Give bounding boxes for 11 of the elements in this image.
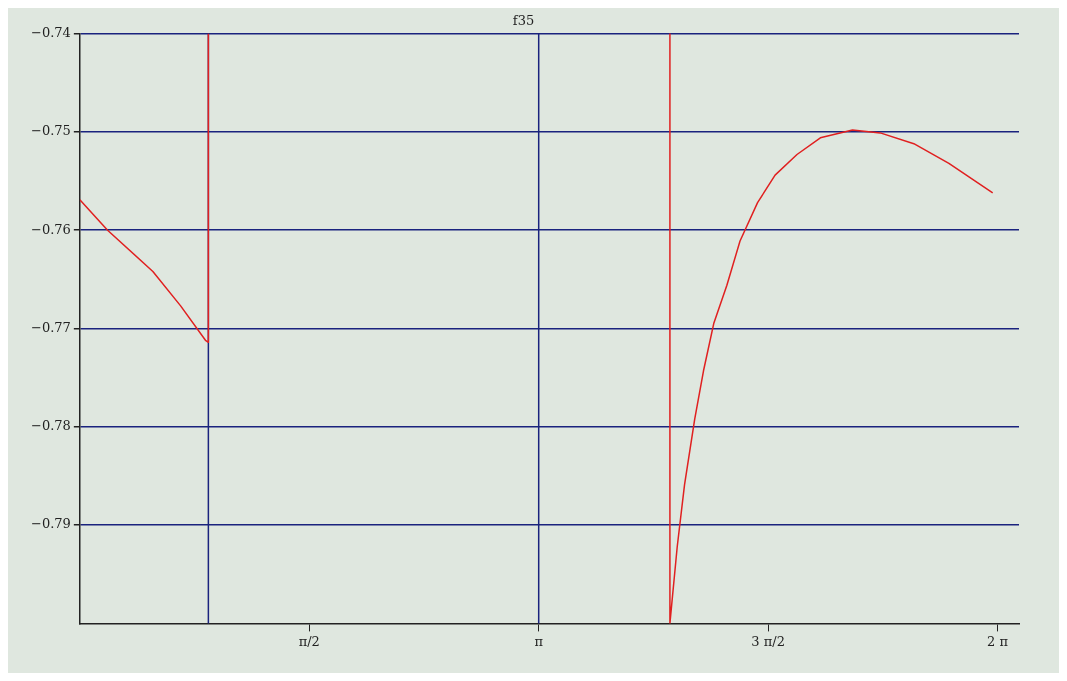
- y-tick-label: −0.75: [30, 123, 71, 139]
- y-tick-label: −0.74: [30, 24, 71, 40]
- x-tick-label: π: [534, 633, 544, 649]
- y-tick-label: −0.77: [30, 319, 71, 335]
- chart-title: f35: [512, 13, 535, 29]
- x-tick-label: 2 π: [987, 633, 1009, 649]
- x-tick-label: π/2: [298, 633, 320, 649]
- y-tick-label: −0.78: [30, 418, 71, 434]
- y-tick-label: −0.76: [30, 221, 71, 237]
- x-tick-label: 3 π/2: [751, 633, 785, 649]
- y-tick-label: −0.79: [30, 516, 71, 532]
